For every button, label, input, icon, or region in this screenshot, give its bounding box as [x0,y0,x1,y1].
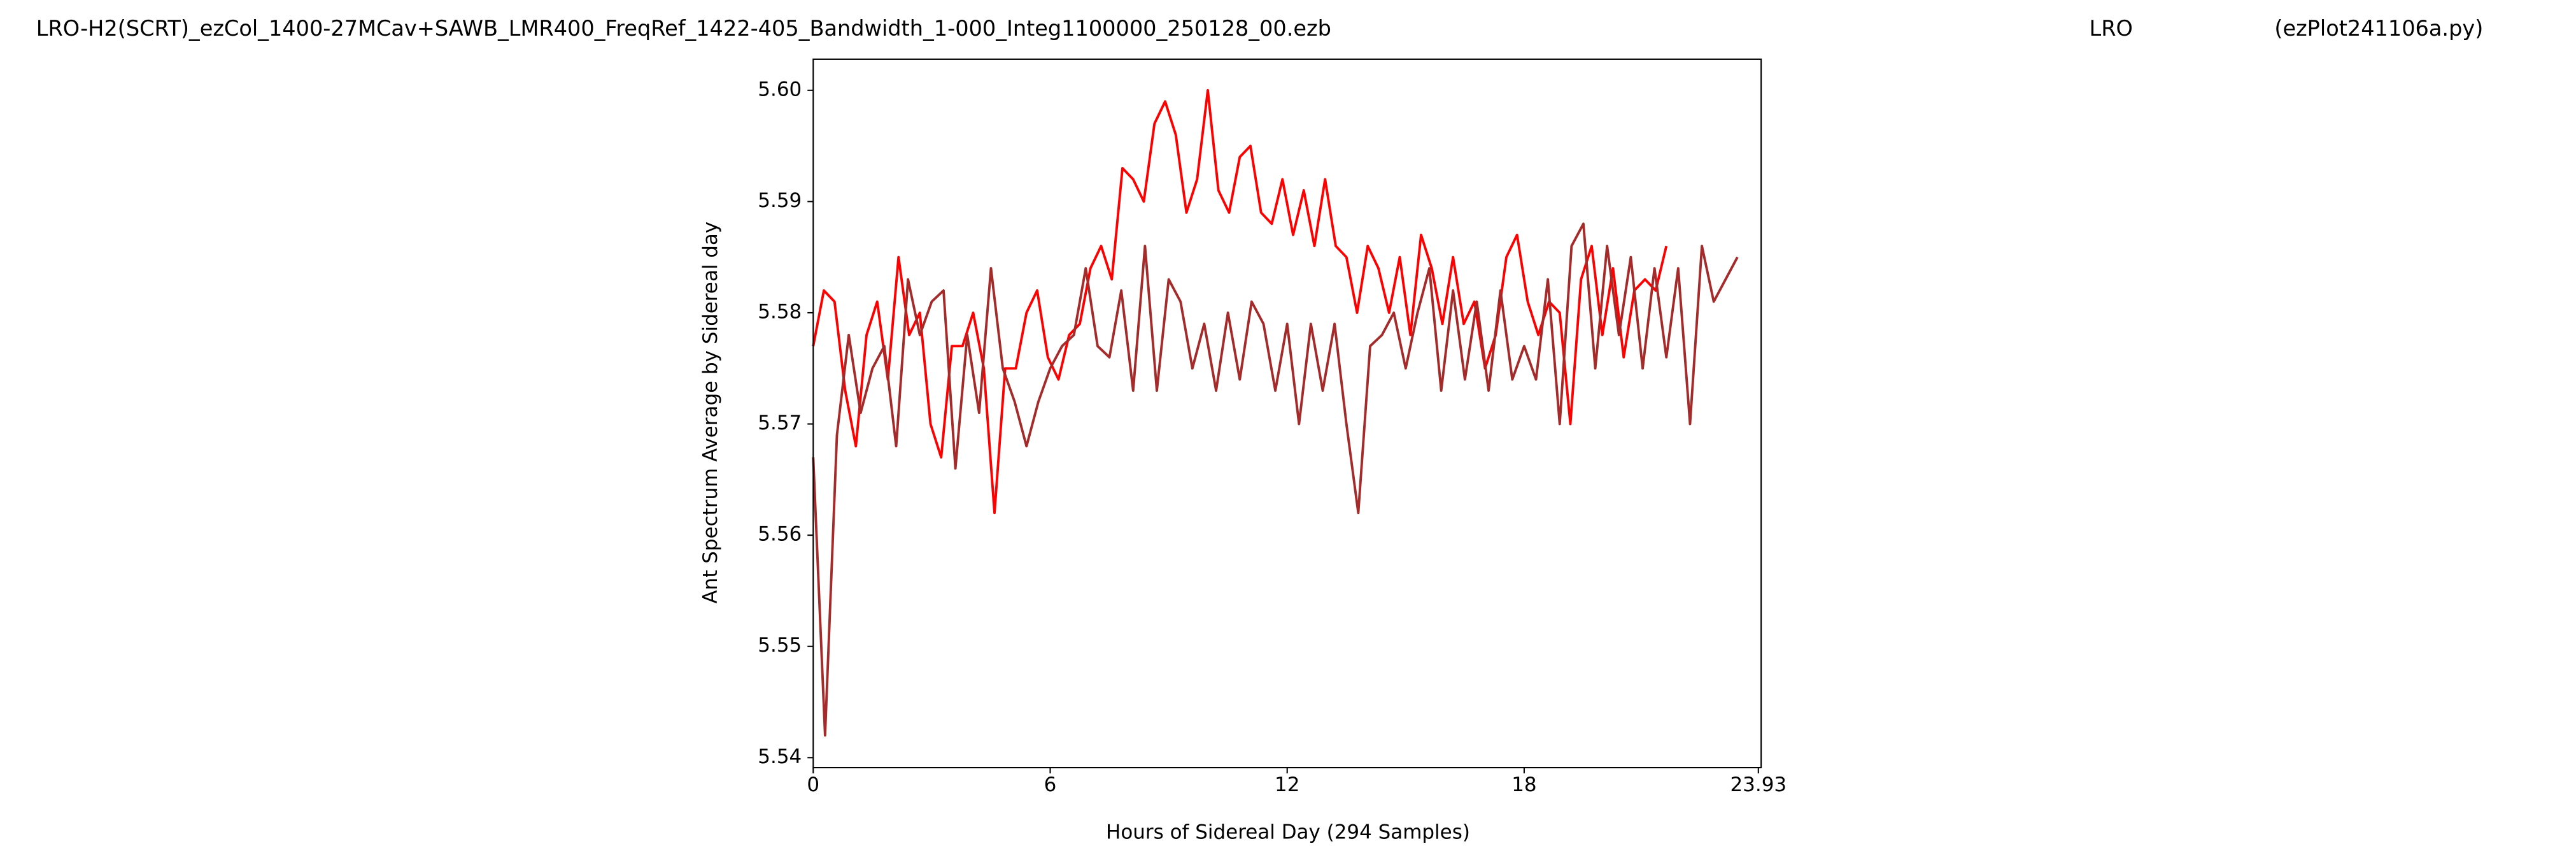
chart-title: LRO-H2(SCRT)_ezCol_1400-27MCav+SAWB_LMR4… [36,16,1331,41]
x-tick-label: 6 [1044,773,1057,796]
x-axis-label: Hours of Sidereal Day (294 Samples) [1106,821,1470,844]
program-label: (ezPlot241106a.py) [2274,16,2483,41]
y-tick-label: 5.55 [758,634,802,657]
y-tick-label: 5.59 [758,189,802,212]
y-tick-label: 5.60 [758,78,802,101]
site-label: LRO [2090,16,2133,41]
y-tick-label: 5.58 [758,300,802,323]
plot-frame [812,58,1762,769]
data-line [812,222,1739,737]
y-tick-label: 5.54 [758,745,802,768]
y-axis-label: Ant Spectrum Average by Sidereal day [699,222,722,604]
x-tick-label: 12 [1275,773,1299,796]
y-tick-label: 5.57 [758,412,802,434]
data-line [812,89,1668,515]
x-tick-label: 23.93 [1730,773,1787,796]
x-tick-label: 0 [807,773,819,796]
y-tick-label: 5.56 [758,523,802,546]
x-tick-label: 18 [1511,773,1536,796]
